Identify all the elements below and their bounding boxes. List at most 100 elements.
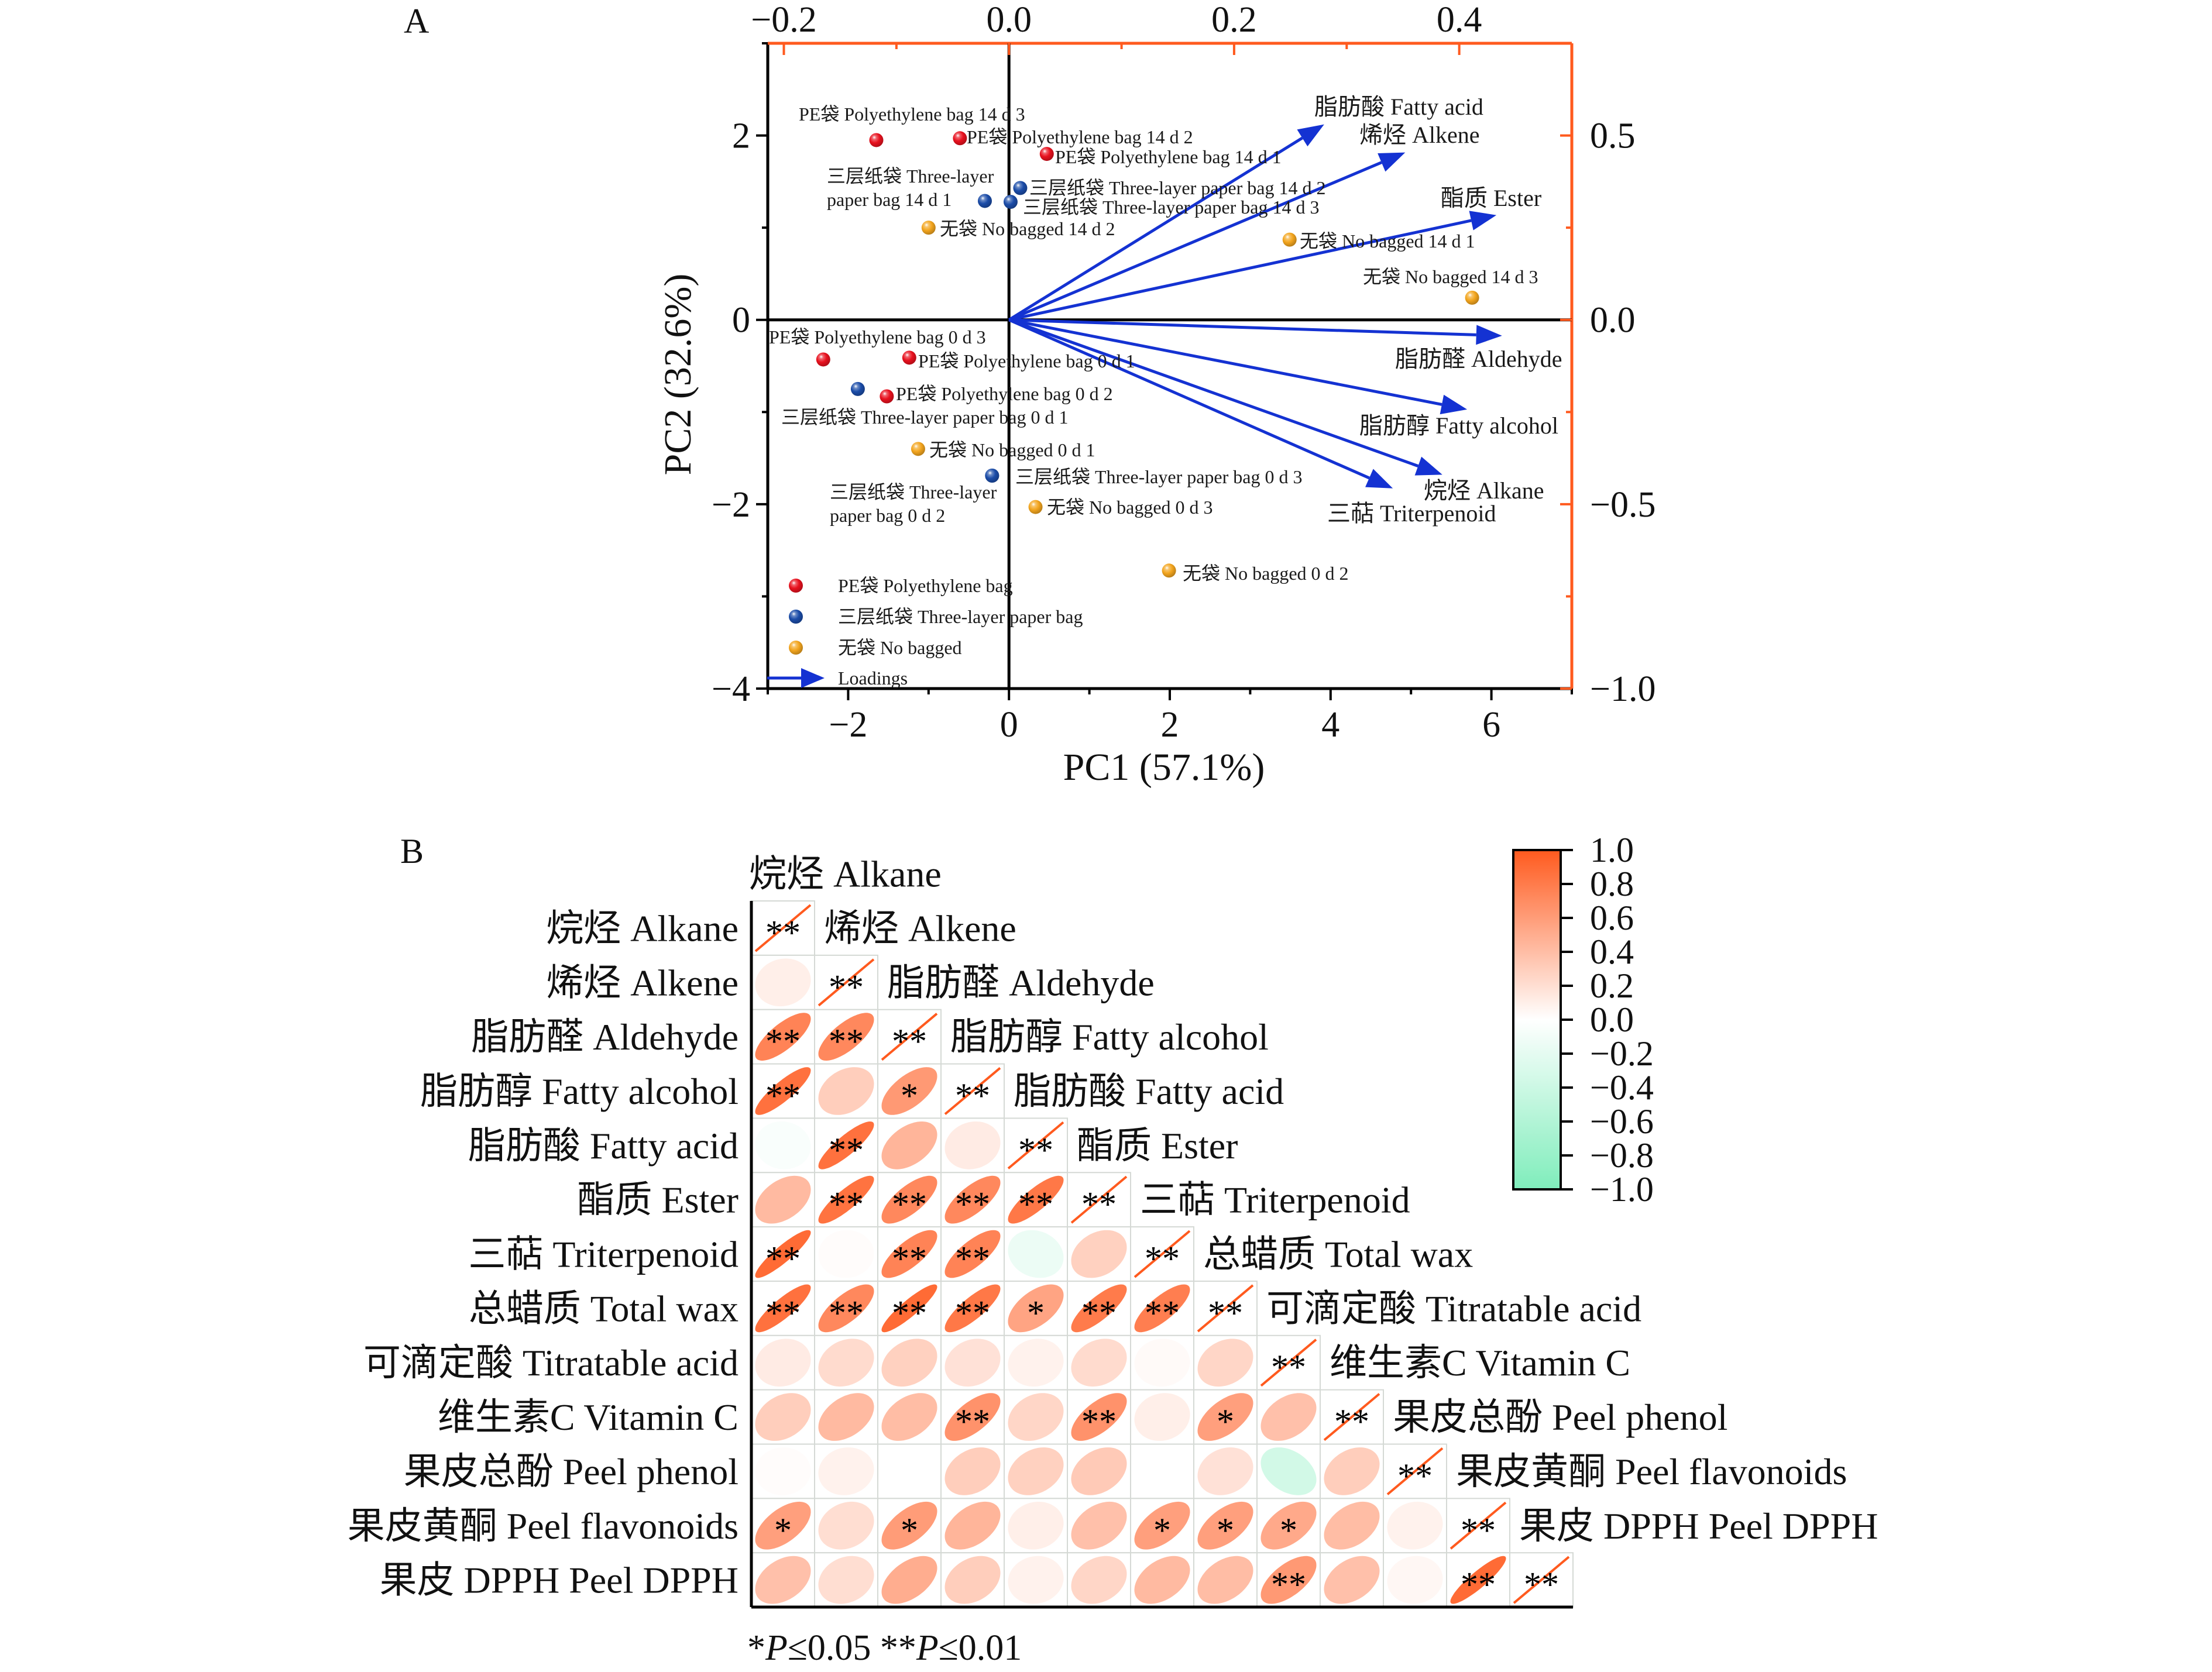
loading-arrow-shaft [1009, 318, 1476, 336]
point-label: 无袋 No bagged 14 d 3 [1363, 266, 1538, 287]
colorbar-tick-label: −0.2 [1590, 1034, 1654, 1073]
significance-mark: ** [829, 1293, 864, 1332]
legend-item: PE袋 Polyethylene bag [789, 575, 1013, 596]
correlation-cell [1320, 1443, 1384, 1499]
column-label: 脂肪酸 Fatty acid [1014, 1071, 1284, 1112]
x-axis-title: PC1 (57.1%) [1063, 746, 1265, 789]
significance-mark: ** [765, 1076, 801, 1115]
significance-mark: ** [829, 1131, 864, 1169]
correlation-cell [1067, 1498, 1131, 1554]
point-label: 三层纸袋 Three-layer paper bag 14 d 2 [1029, 177, 1326, 198]
y-axis-title: PC2 (32.6%) [657, 274, 699, 476]
row-label: 维生素C Vitamin C [438, 1396, 739, 1438]
row-label: 可滴定酸 Titratable acid [363, 1342, 739, 1384]
correlation-cell: ** [877, 1172, 942, 1228]
correlation-cell: * [877, 1063, 942, 1119]
correlation-cell: * [1004, 1280, 1068, 1336]
row-label: 烷烃 Alkane [546, 907, 739, 949]
score-point [1003, 195, 1018, 209]
point-label: 无袋 No bagged 0 d 1 [929, 439, 1095, 460]
correlation-ellipse [755, 1013, 811, 1061]
significance-mark: ** [829, 1022, 864, 1061]
legend-arrow-icon-head [801, 668, 825, 688]
significance-mark: ** [1524, 1566, 1559, 1604]
legend-label: 三层纸袋 Three-layer paper bag [838, 606, 1083, 627]
correlation-ellipse [818, 1230, 874, 1278]
correlation-line [944, 1067, 1001, 1115]
correlation-ellipse [818, 1121, 874, 1169]
score-point [1013, 181, 1028, 195]
significance-mark: ** [765, 1022, 801, 1061]
correlation-cell [1193, 1552, 1258, 1608]
correlation-cell [1130, 1443, 1194, 1499]
correlation-cell [1004, 1552, 1068, 1608]
point-label: 三层纸袋 Three-layer paper bag 0 d 3 [1015, 466, 1303, 487]
point-label: PE袋 Polyethylene bag 14 d 1 [1055, 146, 1282, 167]
correlation-ellipse [755, 1393, 811, 1441]
row-label: 脂肪酸 Fatty acid [468, 1125, 739, 1167]
significance-mark: ** [1081, 1293, 1117, 1332]
loading-arrow-head [1476, 325, 1502, 345]
correlation-line [754, 904, 812, 952]
colorbar-tick-label: 0.4 [1590, 933, 1634, 971]
diagonal-cell: ** [1383, 1443, 1447, 1499]
axis-ticks: −2 0 2 4 6 −4 −2 0 2 −0.2 0.0 0.2 0.4 0.5 0.0 −0.5 −1.0 [712, 0, 1655, 745]
loading-label: 脂肪醛 Aldehyde [1395, 346, 1562, 372]
correlation-cell [751, 1172, 815, 1228]
correlation-cell [1067, 1334, 1131, 1391]
correlation-cell: * [1256, 1498, 1321, 1554]
correlation-cell [1130, 1552, 1194, 1608]
correlation-ellipse [881, 1175, 937, 1224]
correlation-ellipse [1071, 1230, 1127, 1278]
loading-arrow [1008, 318, 1468, 415]
correlation-ellipse [881, 1284, 937, 1333]
significance-mark: ** [1018, 1185, 1053, 1224]
x-tick-label: −2 [829, 705, 867, 745]
significance-mark: * [901, 1076, 918, 1115]
correlation-ellipse [944, 1501, 1001, 1550]
loading-arrow-shaft [1008, 161, 1382, 322]
significance-mark: ** [1081, 1402, 1117, 1441]
correlation-cell [877, 1117, 942, 1174]
point-label: 无袋 No bagged 14 d 1 [1300, 230, 1475, 252]
top-tick-label: 0.4 [1437, 0, 1482, 40]
significance-mark: ** [1271, 1566, 1306, 1604]
correlation-ellipse [1134, 1501, 1190, 1550]
correlation-ellipse [944, 1447, 1001, 1495]
point-label: PE袋 Polyethylene bag 0 d 2 [896, 383, 1113, 404]
score-point [1162, 563, 1176, 578]
correlation-ellipse [1197, 1339, 1253, 1387]
correlation-ellipse [755, 1175, 811, 1224]
correlation-matrix: ****** ** **** * **** **** ** ** ** **** ** ** **** *… [348, 831, 1878, 1668]
significance-mark: ** [1334, 1402, 1369, 1441]
panel-b-label: B [400, 832, 424, 871]
significance-mark: ** [892, 1022, 927, 1061]
correlation-ellipse [818, 1501, 874, 1550]
correlation-cell [814, 1443, 878, 1499]
correlation-line [1134, 1230, 1191, 1278]
correlation-cell [1067, 1552, 1131, 1608]
correlation-line [1513, 1556, 1570, 1604]
correlation-cell: ** [1130, 1280, 1194, 1336]
diagonal-cell: ** [1320, 1389, 1384, 1445]
score-point [1028, 500, 1043, 514]
correlation-cell: * [1130, 1498, 1194, 1554]
correlation-ellipse [1197, 1501, 1253, 1550]
x-tick-label: 4 [1321, 705, 1339, 745]
legend-item: 无袋 No bagged [789, 637, 962, 658]
right-tick-label: 0.0 [1590, 301, 1636, 340]
correlation-ellipse [881, 1339, 937, 1387]
correlation-ellipse [818, 1556, 874, 1604]
legend-item-loadings: Loadings [767, 668, 908, 689]
correlation-cell [1256, 1443, 1321, 1499]
correlation-cell [940, 1552, 1005, 1608]
y-tick-label: 0 [732, 301, 750, 340]
correlation-cell [940, 1334, 1005, 1391]
correlation-cell: ** [751, 1063, 815, 1119]
correlation-ellipse [1387, 1556, 1443, 1604]
point-label: 无袋 No bagged 0 d 3 [1047, 497, 1213, 518]
top-tick-label: 0.0 [986, 0, 1032, 40]
correlation-ellipse [1450, 1556, 1506, 1604]
score-point [880, 389, 894, 404]
